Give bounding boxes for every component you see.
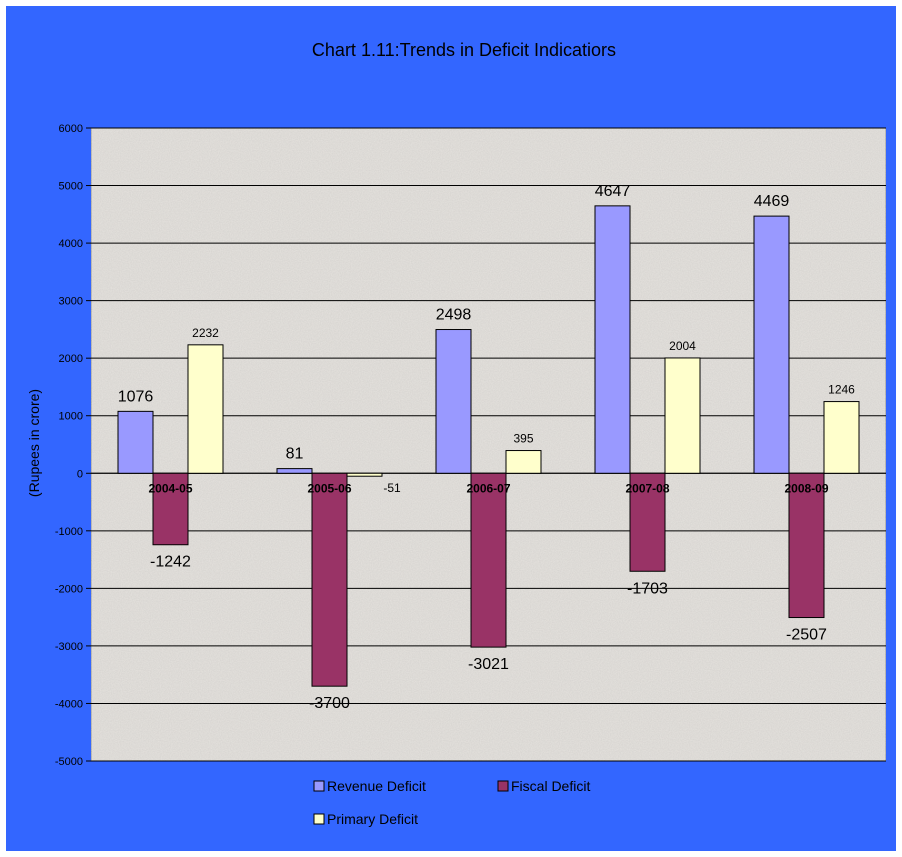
data-label: -1703: [627, 580, 668, 597]
y-tick-label: 2000: [59, 353, 83, 365]
data-label: 2232: [192, 326, 219, 340]
y-tick-label: 0: [77, 468, 83, 480]
bar: [753, 215, 790, 474]
bar: [152, 472, 189, 546]
bar: [505, 450, 542, 474]
data-labels: 1076 -1242 2232 81 -3700 -51 2498 -3021 395 4647 -…: [118, 183, 855, 712]
x-tick-label: 2007-08: [625, 481, 669, 495]
bar: [823, 401, 860, 474]
bars: [117, 205, 860, 687]
x-tick-label: 2008-09: [784, 481, 828, 495]
y-tick-labels: -5000 -4000 -3000 -2000 -1000 0 1000 2000 3000 40…: [55, 123, 83, 768]
data-label: 395: [513, 432, 533, 446]
deficit-chart: Chart 1.11:Trends in Deficit Indicatiors…: [26, 40, 887, 827]
data-label: 4469: [754, 193, 790, 210]
bar: [664, 357, 701, 474]
data-label: 81: [286, 446, 304, 463]
y-tick-label: 6000: [59, 123, 83, 135]
legend-label: Revenue Deficit: [327, 778, 426, 794]
y-axis-label: (Rupees in crore): [26, 389, 42, 497]
bar: [311, 472, 348, 687]
bar: [470, 472, 507, 648]
legend-swatch: [313, 813, 325, 825]
x-tick-label: 2005-06: [307, 481, 351, 495]
y-tick-label: -4000: [55, 698, 83, 710]
bar: [788, 472, 825, 619]
y-tick-label: 3000: [59, 296, 83, 308]
bar: [346, 472, 383, 477]
y-tick-label: -5000: [55, 756, 83, 768]
data-label: 2004: [669, 339, 696, 353]
bar: [594, 205, 631, 474]
data-label: -3021: [468, 656, 509, 673]
data-label: 2498: [436, 307, 472, 324]
category-labels: 2004-05 2005-06 2006-07 2007-08 2008-09: [148, 481, 828, 495]
bar: [435, 329, 472, 474]
bar: [276, 468, 313, 474]
data-label: 1076: [118, 388, 154, 405]
y-tick-label: 1000: [59, 411, 83, 423]
y-tick-label: 5000: [59, 181, 83, 193]
data-label: -2507: [786, 627, 827, 644]
chart-title: Chart 1.11:Trends in Deficit Indicatiors: [312, 40, 616, 60]
bar: [629, 472, 666, 572]
data-label: -1242: [150, 554, 191, 571]
legend-swatch: [497, 780, 509, 792]
y-tick-label: -2000: [55, 583, 83, 595]
data-label: -3700: [309, 695, 350, 712]
legend-label: Primary Deficit: [327, 811, 418, 827]
chart-area: Chart 1.11:Trends in Deficit Indicatiors…: [6, 6, 896, 851]
legend-swatch: [313, 780, 325, 792]
data-label: 1246: [828, 383, 855, 397]
x-tick-label: 2004-05: [148, 481, 192, 495]
y-tick-label: 4000: [59, 238, 83, 250]
legend-label: Fiscal Deficit: [511, 778, 590, 794]
bar: [117, 410, 154, 474]
data-label: 4647: [595, 183, 631, 200]
x-tick-label: 2006-07: [466, 481, 510, 495]
data-label: -51: [383, 481, 401, 495]
y-tick-label: -3000: [55, 641, 83, 653]
bar: [187, 344, 224, 474]
legend: Revenue Deficit Fiscal Deficit Primary Def…: [313, 778, 590, 827]
y-tick-label: -1000: [55, 526, 83, 538]
